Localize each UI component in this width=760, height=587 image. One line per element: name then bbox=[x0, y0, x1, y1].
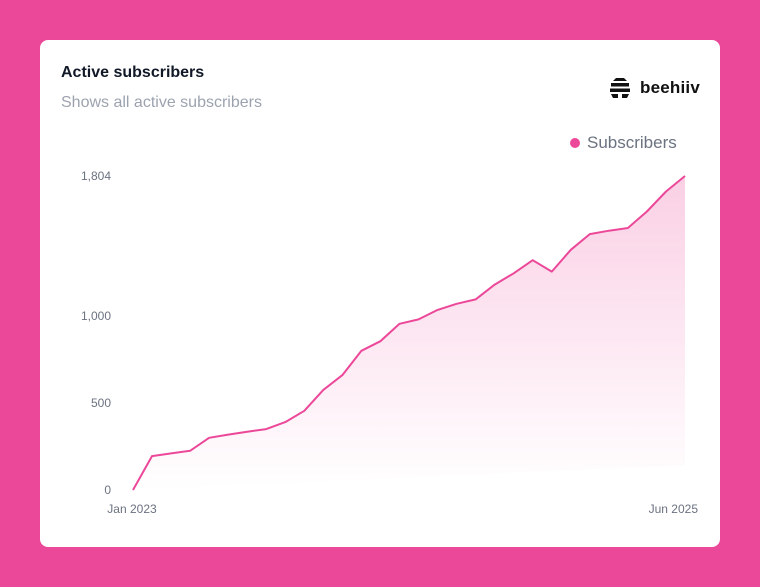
series-line-subscribers[interactable] bbox=[132, 175, 686, 491]
data-point[interactable] bbox=[435, 307, 441, 313]
data-point[interactable] bbox=[454, 301, 460, 307]
series-area-subscribers bbox=[133, 176, 685, 490]
data-point[interactable] bbox=[130, 487, 136, 493]
brand: beehiiv bbox=[608, 76, 700, 100]
data-point[interactable] bbox=[492, 282, 498, 288]
data-point[interactable] bbox=[339, 372, 345, 378]
beehive-logo-icon bbox=[610, 78, 631, 98]
data-point[interactable] bbox=[644, 209, 650, 215]
data-point[interactable] bbox=[396, 321, 402, 327]
y-tick-label: 1,804 bbox=[81, 169, 111, 183]
chart-card: Active subscribers Shows all active subs… bbox=[40, 40, 720, 547]
legend-label-subscribers: Subscribers bbox=[587, 133, 677, 152]
data-point[interactable] bbox=[206, 435, 212, 441]
data-point[interactable] bbox=[358, 348, 364, 354]
legend-dot-subscribers bbox=[570, 138, 580, 148]
data-point[interactable] bbox=[606, 228, 612, 234]
y-tick-label: 0 bbox=[104, 483, 111, 497]
data-point[interactable] bbox=[511, 270, 517, 276]
data-point[interactable] bbox=[587, 231, 593, 237]
y-tick-label: 1,000 bbox=[81, 309, 111, 323]
data-point[interactable] bbox=[301, 408, 307, 414]
data-point[interactable] bbox=[187, 448, 193, 454]
data-point[interactable] bbox=[244, 429, 250, 435]
data-point[interactable] bbox=[625, 225, 631, 231]
x-tick-label: Jan 2023 bbox=[107, 502, 157, 516]
chart-legend[interactable]: Subscribers bbox=[570, 133, 677, 153]
brand-name: beehiiv bbox=[640, 78, 700, 97]
data-point[interactable] bbox=[568, 247, 574, 253]
data-point[interactable] bbox=[149, 453, 155, 459]
data-point[interactable] bbox=[682, 173, 688, 179]
x-tick-label: Jun 2025 bbox=[649, 502, 699, 516]
data-point[interactable] bbox=[377, 338, 383, 344]
y-tick-label: 500 bbox=[91, 396, 111, 410]
data-point[interactable] bbox=[473, 296, 479, 302]
chart-subtitle: Shows all active subscribers bbox=[61, 94, 262, 111]
data-point[interactable] bbox=[416, 316, 422, 322]
data-point[interactable] bbox=[530, 257, 536, 263]
chart-title: Active subscribers bbox=[61, 64, 205, 81]
data-point[interactable] bbox=[549, 269, 555, 275]
data-point[interactable] bbox=[168, 450, 174, 456]
data-point[interactable] bbox=[663, 188, 669, 194]
data-point[interactable] bbox=[320, 387, 326, 393]
data-point[interactable] bbox=[282, 419, 288, 425]
chart-plot: 0 500 1,000 1,804 Jan 2023 Jun 2025 bbox=[81, 169, 699, 516]
data-point[interactable] bbox=[263, 426, 269, 432]
data-point[interactable] bbox=[225, 432, 231, 438]
